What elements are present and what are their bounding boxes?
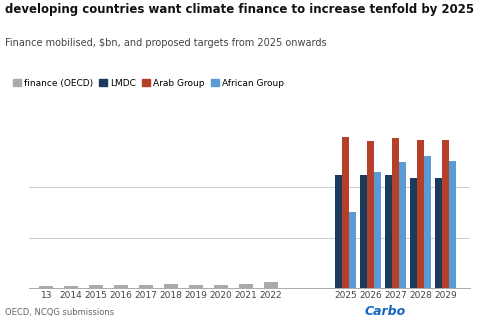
Bar [399, 163, 406, 288]
Text: OECD, NCQG submissions: OECD, NCQG submissions [5, 308, 114, 317]
Bar [335, 174, 342, 288]
Bar [374, 172, 381, 288]
Bar [367, 141, 374, 288]
Bar [360, 174, 367, 288]
Bar [342, 137, 349, 288]
Bar [392, 138, 399, 288]
Bar [385, 174, 392, 288]
Text: Finance mobilised, $bn, and proposed targets from 2025 onwards: Finance mobilised, $bn, and proposed tar… [5, 38, 326, 48]
Bar [264, 282, 277, 288]
Bar [424, 156, 431, 288]
Bar [89, 285, 103, 288]
Bar [239, 284, 252, 288]
Bar [64, 286, 78, 288]
Bar [349, 212, 356, 288]
Bar [449, 161, 456, 288]
Bar [164, 284, 178, 288]
Legend: finance (OECD), LMDC, Arab Group, African Group: finance (OECD), LMDC, Arab Group, Africa… [9, 75, 288, 91]
Bar [442, 140, 449, 288]
Bar [435, 178, 442, 288]
Bar [39, 285, 53, 288]
Text: Carbo: Carbo [365, 305, 406, 318]
Bar [417, 140, 424, 288]
Bar [114, 285, 128, 288]
Bar [139, 285, 153, 288]
Bar [189, 285, 203, 288]
Bar [410, 178, 417, 288]
Text: developing countries want climate finance to increase tenfold by 2025: developing countries want climate financ… [5, 3, 474, 16]
Bar [214, 285, 228, 288]
